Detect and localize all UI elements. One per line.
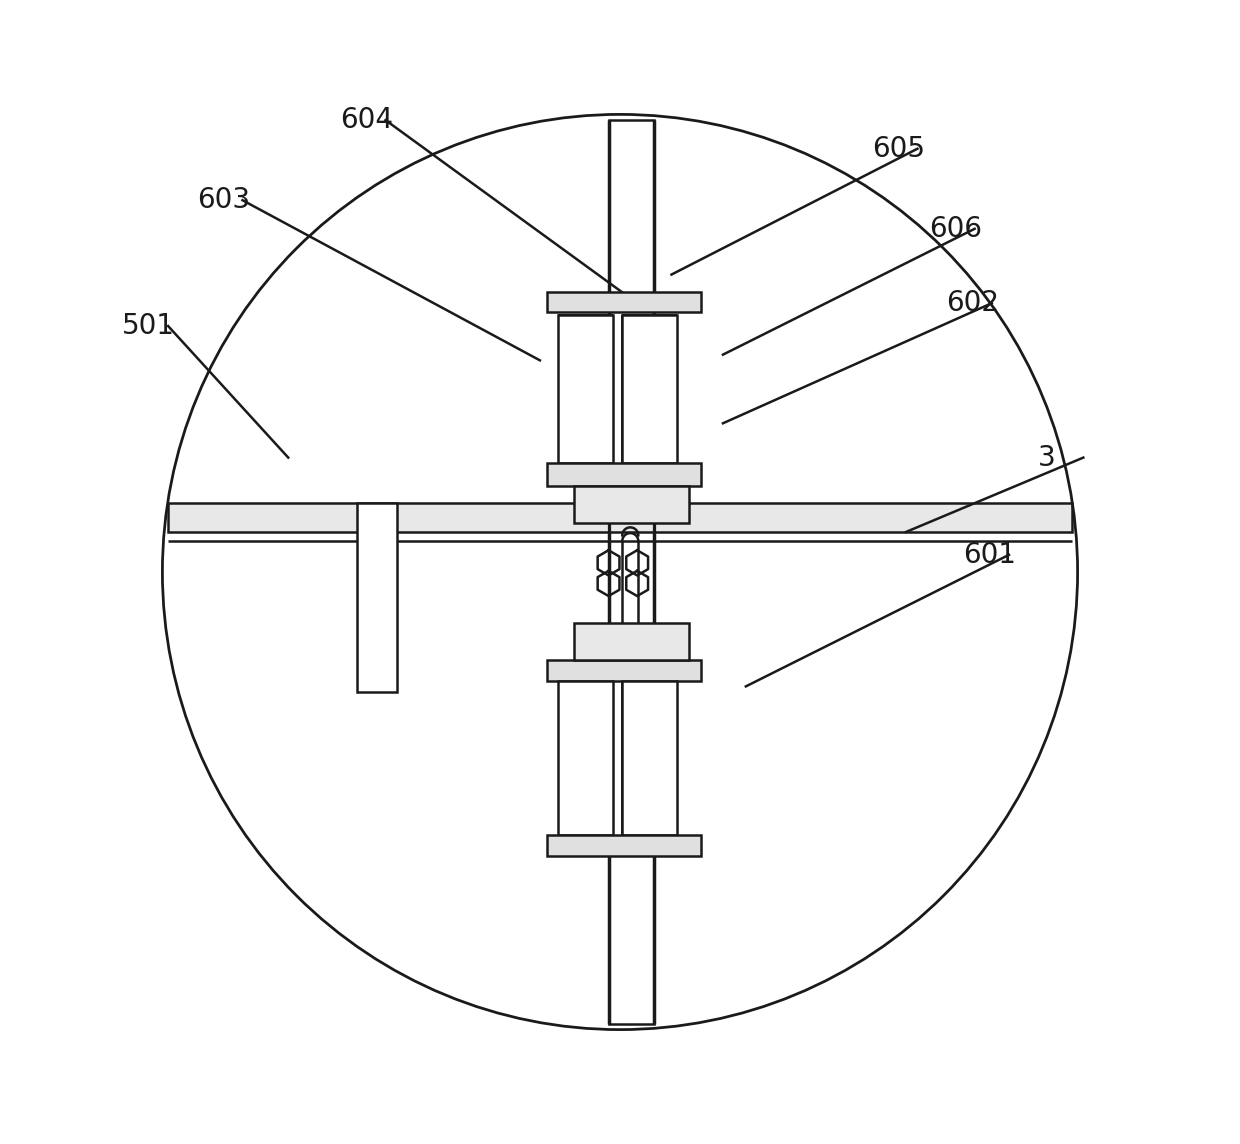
Text: 604: 604 (340, 106, 393, 134)
Bar (547, 835, 702, 856)
Text: 603: 603 (197, 186, 249, 214)
Bar (547, 463, 702, 486)
Bar (558, 681, 613, 835)
Bar (622, 315, 677, 463)
Text: 601: 601 (963, 541, 1017, 569)
Bar (574, 623, 688, 660)
Bar (609, 120, 655, 1024)
Text: 605: 605 (872, 135, 925, 162)
Text: 501: 501 (123, 312, 175, 340)
Text: 3: 3 (1038, 444, 1055, 471)
Bar (558, 315, 613, 463)
Bar (547, 660, 702, 681)
Text: 602: 602 (946, 289, 999, 317)
Bar (169, 503, 1071, 532)
Bar (574, 486, 688, 523)
Bar (622, 681, 677, 835)
Bar (547, 292, 702, 312)
Bar (357, 503, 397, 692)
Text: 606: 606 (929, 215, 982, 243)
